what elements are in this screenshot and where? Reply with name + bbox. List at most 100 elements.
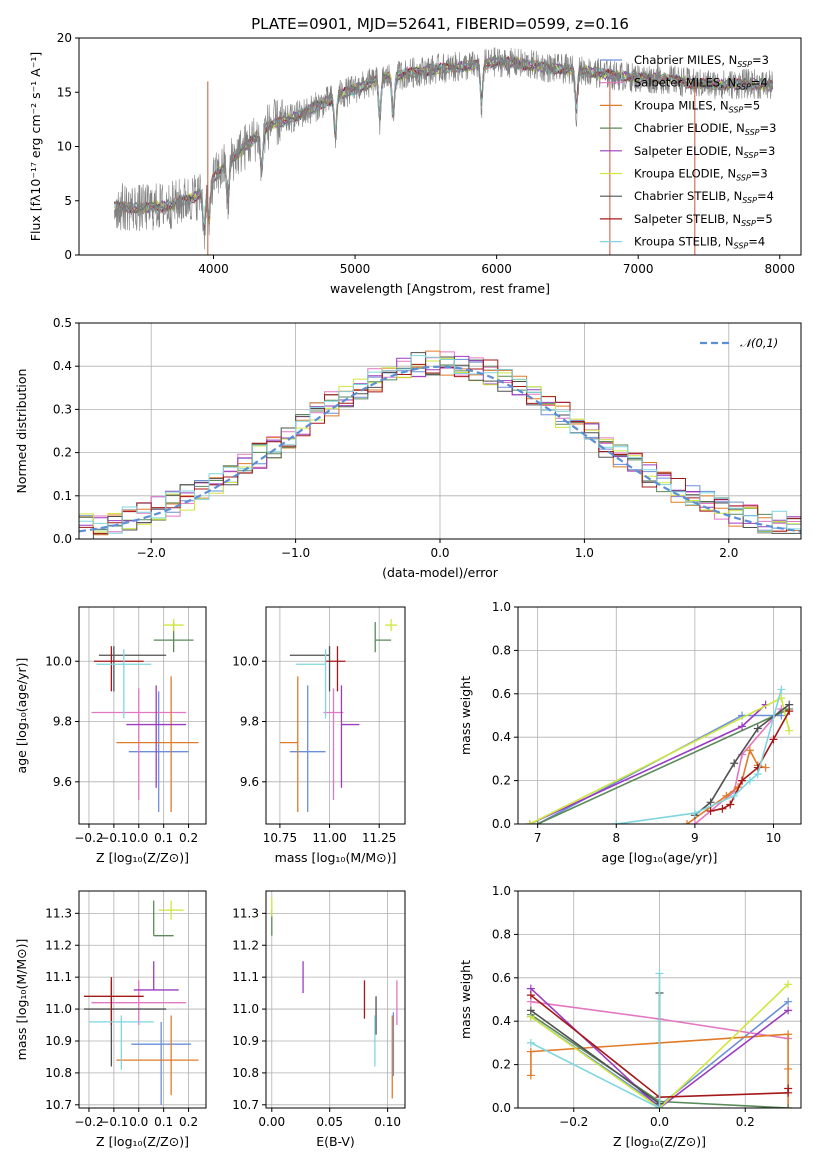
panel-weight_vs_age: 7 8 9 10 0.0 0.2 0.4 0.6 0.8 1.0 age [log₁₀(age/yr… — [458, 600, 802, 865]
weight-marker-kroupa_stelib — [612, 820, 621, 824]
legend-tail: =3 — [760, 121, 777, 135]
y-tick-label: 10.7 — [45, 1098, 72, 1112]
weight-line-kroupa_stelib — [616, 689, 783, 824]
weight-marker-kroupa_stelib — [690, 809, 699, 818]
weight-marker-chabrier_stelib — [753, 724, 762, 733]
axes-frame — [78, 606, 207, 825]
weight-line-kroupa_elodie — [530, 983, 789, 1108]
y-tick-label: 11.1 — [45, 970, 72, 984]
normal-curve — [79, 365, 801, 533]
x-tick-label: 8 — [612, 831, 620, 845]
y-tick-label: 0.2 — [492, 774, 511, 788]
errorbar-chabrier_elodie — [153, 900, 174, 937]
x-tick-label: 0.2 — [179, 831, 198, 845]
legend-text: Salpeter ELODIE, N — [634, 144, 744, 158]
weight-line-salpeter_miles — [694, 708, 782, 824]
weight-marker-kroupa_miles — [683, 820, 692, 824]
y-tick-label: 11.2 — [232, 938, 259, 952]
errorbar-chabrier_miles — [289, 685, 326, 812]
weight-marker-kroupa_stelib — [655, 969, 664, 978]
weight-marker-salpeter_elodie — [738, 722, 747, 731]
legend-label-kroupa_miles: Kroupa MILES, NSSP=5 — [634, 98, 760, 114]
y-tick-label: 10 — [57, 140, 72, 154]
errorbar-salpeter_miles — [91, 980, 187, 1026]
legend-subscript: SSP — [729, 105, 744, 114]
x-axis-label: wavelength [Angstrom, rest frame] — [330, 281, 550, 296]
weight-marker-kroupa_stelib — [745, 776, 754, 785]
axes-frame — [265, 890, 406, 1109]
x-tick-label: 8000 — [764, 262, 795, 276]
y-tick-label: 0.5 — [53, 316, 72, 330]
legend-label-kroupa_elodie: Kroupa ELODIE, NSSP=3 — [634, 167, 768, 183]
y-axis-label: Flux [fλ10⁻¹⁷ erg cm⁻² s⁻¹ A⁻¹] — [28, 52, 43, 241]
y-tick-label: 1.0 — [492, 600, 511, 614]
x-tick-label: 11.00 — [312, 831, 346, 845]
weight-marker-chabrier_elodie — [784, 1104, 793, 1108]
legend-tail: =4 — [757, 189, 774, 203]
y-tick-label: 11.2 — [45, 938, 72, 952]
x-tick-label: −0.1 — [99, 831, 128, 845]
x-axis-label: Z [log₁₀(Z/Z⊙)] — [96, 850, 189, 865]
x-tick-label: 0.0 — [650, 1115, 669, 1129]
weight-marker-kroupa_stelib — [753, 770, 762, 779]
y-tick-label: 0.4 — [492, 1014, 511, 1028]
legend-tail: =3 — [752, 53, 769, 67]
weight-line-kroupa_miles — [530, 1033, 789, 1108]
x-axis-label: age [log₁₀(age/yr)] — [602, 850, 718, 865]
errorbar-chabrier_miles — [128, 691, 189, 812]
x-tick-label: 10.75 — [263, 831, 297, 845]
plot-area — [271, 897, 398, 1099]
axes-frame — [517, 606, 802, 825]
legend-tail: =3 — [758, 144, 775, 158]
x-tick-label: 10 — [766, 831, 781, 845]
errorbar-kroupa_stelib — [88, 1015, 154, 1070]
weight-marker-salpeter_stelib — [769, 735, 778, 744]
legend-text: Kroupa STELIB, N — [634, 235, 734, 249]
legend-label-chabrier_miles: Chabrier MILES, NSSP=3 — [634, 53, 769, 69]
x-tick-label: 6000 — [481, 262, 512, 276]
weight-marker-salpeter_stelib — [706, 806, 715, 815]
errorbar-kroupa_stelib — [96, 649, 152, 719]
weight-marker-salpeter_stelib — [718, 804, 727, 813]
y-axis-label: mass [log₁₀(M/M⊙)] — [14, 939, 29, 1061]
y-tick-label: 0.6 — [492, 687, 511, 701]
plot-area — [526, 969, 793, 1108]
weight-marker-chabrier_stelib — [706, 798, 715, 807]
legend-tail: =5 — [743, 98, 760, 112]
legend-text: Kroupa ELODIE, N — [634, 167, 736, 181]
histogram-salpeter_stelib — [79, 359, 801, 534]
x-axis-label: (data-model)/error — [382, 565, 499, 580]
y-tick-label: 10.8 — [232, 1066, 259, 1080]
y-tick-label: 0.0 — [53, 532, 72, 546]
weight-marker-kroupa_miles — [784, 1064, 793, 1073]
axes-frame — [78, 890, 207, 1109]
errorbar-salpeter_elodie — [126, 685, 187, 788]
y-tick-label: 0.4 — [492, 730, 511, 744]
errorbar-salpeter_stelib — [83, 977, 144, 1026]
histogram-kroupa_stelib — [79, 355, 801, 534]
y-tick-label: 10.7 — [232, 1098, 259, 1112]
y-tick-label: 0.3 — [53, 402, 72, 416]
weight-line-chabrier_stelib — [694, 703, 790, 816]
errorbar-chabrier_stelib — [98, 646, 167, 692]
x-tick-label: 0.10 — [374, 1115, 401, 1129]
y-tick-label: 0.2 — [53, 446, 72, 460]
y-axis-label: age [log₁₀(age/yr)] — [14, 658, 29, 774]
y-tick-label: 11.1 — [232, 970, 259, 984]
legend-tail: =4 — [748, 235, 765, 249]
weight-line-kroupa_elodie — [529, 696, 790, 824]
x-tick-label: 0.2 — [179, 1115, 198, 1129]
y-tick-label: 0 — [64, 248, 72, 262]
legend-label-kroupa_stelib: Kroupa STELIB, NSSP=4 — [634, 235, 765, 251]
plot-area — [79, 350, 801, 539]
y-tick-label: 11.0 — [45, 1002, 72, 1016]
legend-tail: =4 — [751, 76, 768, 90]
y-tick-label: 0.8 — [492, 927, 511, 941]
legend-subscript: SSP — [737, 60, 752, 69]
legend-subscript: SSP — [736, 174, 751, 183]
errorbar-chabrier_miles — [131, 1021, 192, 1105]
y-tick-label: 0.0 — [492, 1101, 511, 1115]
x-tick-label: 0.2 — [736, 1115, 755, 1129]
